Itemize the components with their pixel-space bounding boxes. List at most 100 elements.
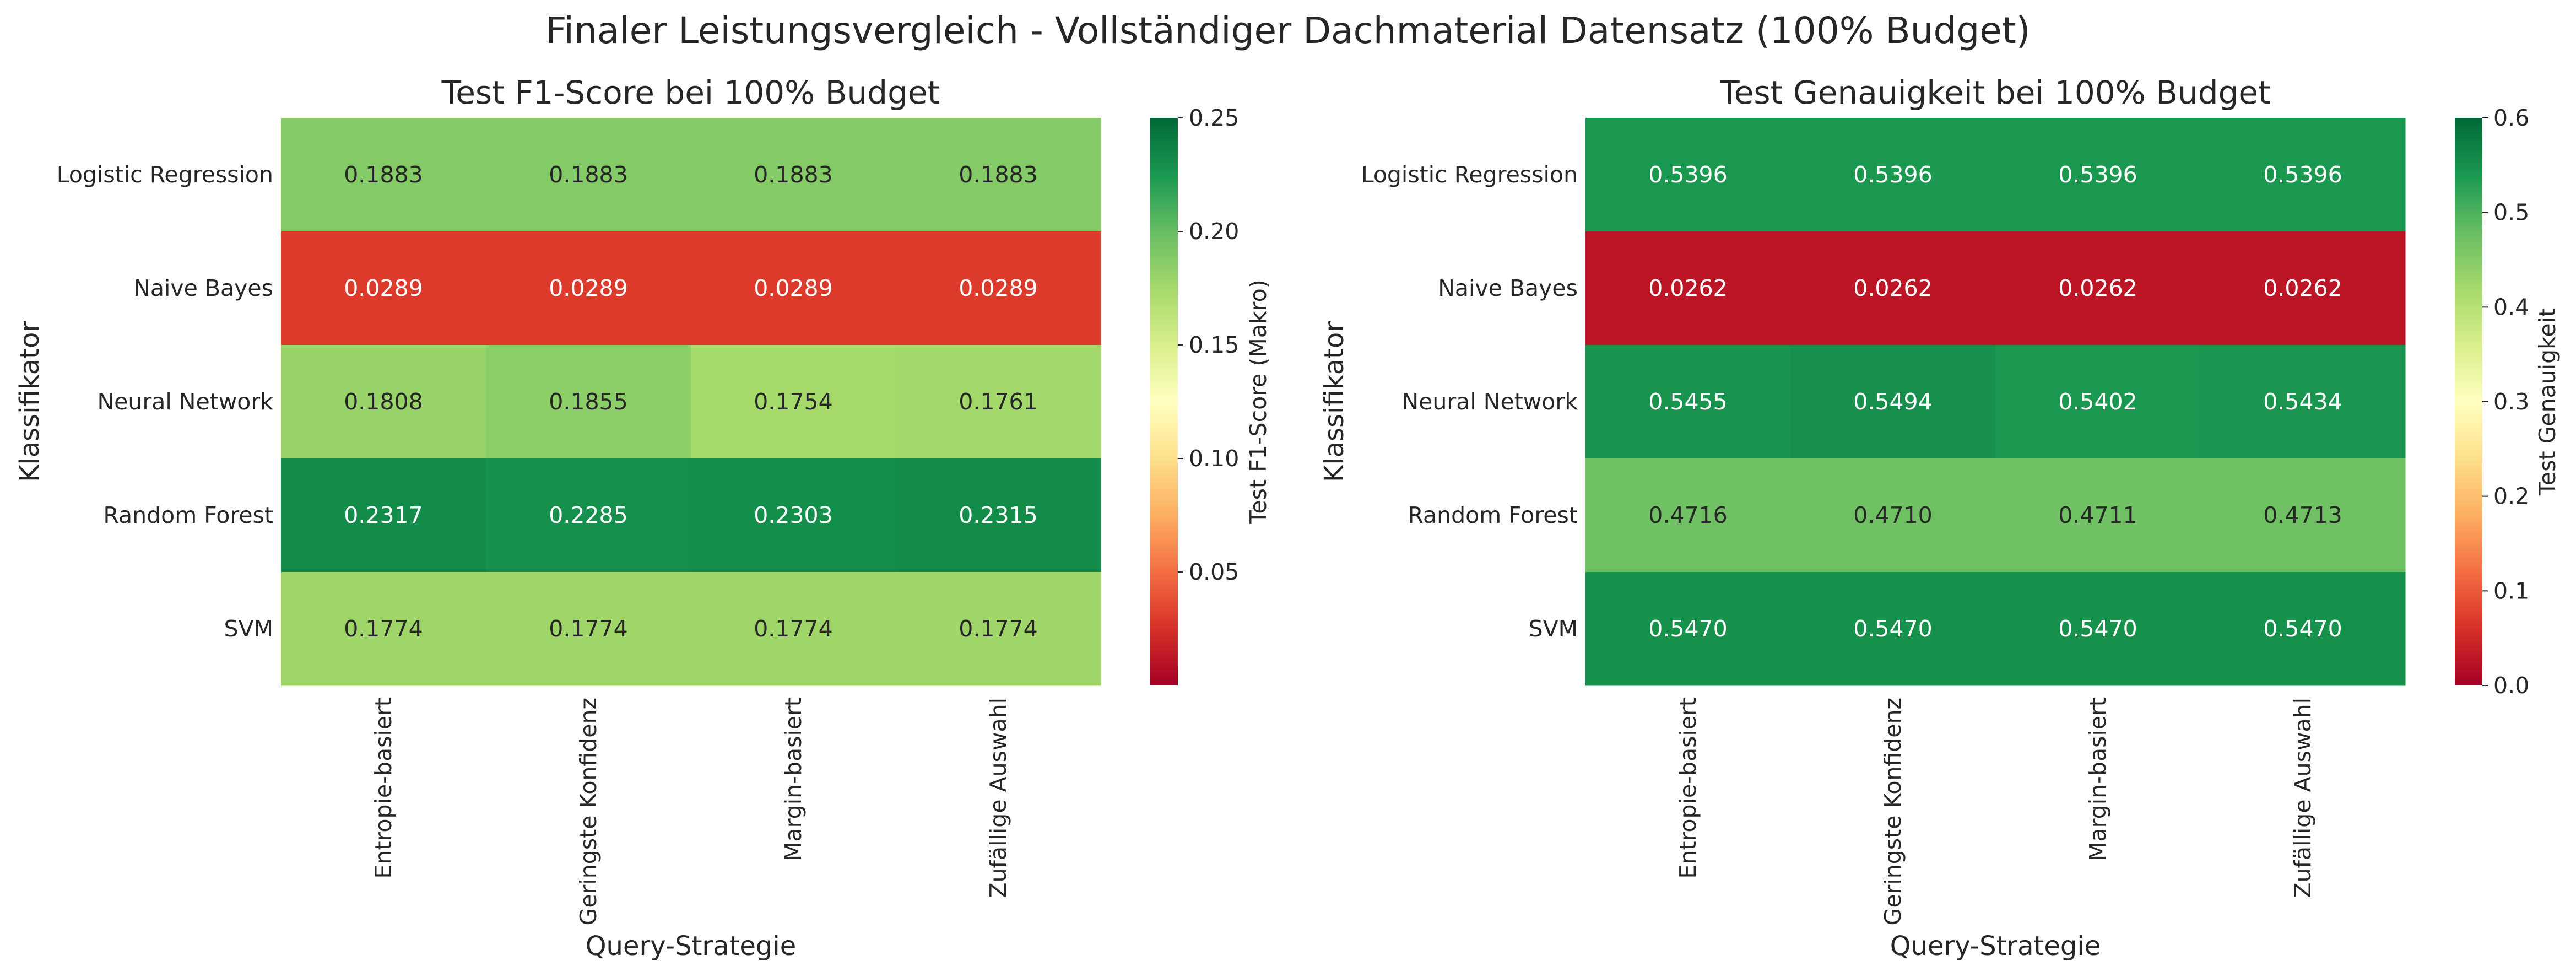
y-tick-label: SVM	[224, 616, 273, 642]
cell-value-label: 0.1883	[754, 161, 832, 188]
x-axis-label: Query-Strategie	[586, 931, 796, 962]
heatmap-cell	[2200, 231, 2406, 346]
heatmap-cell	[1995, 231, 2201, 346]
heatmap-cell	[1585, 118, 1791, 232]
y-tick-label: Neural Network	[98, 388, 274, 415]
heatmap-cell	[1995, 345, 2201, 459]
cell-value-label: 0.5396	[2263, 161, 2342, 188]
heatmap-cell	[1790, 118, 1996, 232]
colorbar-tick-label: 0.2	[2493, 483, 2529, 510]
cell-value-label: 0.0262	[2263, 275, 2342, 301]
heatmap-cell	[281, 572, 486, 686]
heatmap-panel-2: Test Genauigkeit bei 100% Budget 0.5396 0.…	[1319, 74, 2561, 962]
x-tick-label: Zufällige Auswahl	[985, 698, 1011, 898]
heatmap-cell	[896, 345, 1101, 459]
colorbar-tick-label: 0.4	[2493, 294, 2529, 320]
heatmap-cell	[1585, 231, 1791, 346]
colorbar	[2455, 118, 2482, 685]
cell-value-label: 0.1774	[344, 616, 423, 642]
cell-value-label: 0.0262	[2058, 275, 2137, 301]
colorbar-tick-label: 0.3	[2493, 388, 2529, 415]
cell-value-label: 0.1754	[754, 388, 832, 415]
y-tick-label: Naive Bayes	[133, 275, 273, 301]
heatmap-cell	[691, 458, 896, 573]
heatmap-cell	[1790, 231, 1996, 346]
heatmap-cell	[1790, 345, 1996, 459]
heatmap-cell	[281, 231, 486, 346]
x-tick-label: Margin-basiert	[2085, 698, 2111, 861]
cell-value-label: 0.1761	[959, 388, 1037, 415]
cell-value-label: 0.0289	[344, 275, 423, 301]
heatmap-cell	[896, 231, 1101, 346]
cell-value-label: 0.1883	[959, 161, 1037, 188]
cell-value-label: 0.5396	[1648, 161, 1727, 188]
heatmap-panel-1: Test F1-Score bei 100% Budget 0.1883 0.188…	[14, 74, 1271, 962]
cell-value-label: 0.1774	[754, 616, 832, 642]
cell-value-label: 0.4713	[2263, 502, 2342, 528]
heatmap-cell	[1585, 572, 1791, 686]
x-tick-label: Zufällige Auswahl	[2290, 698, 2316, 898]
heatmap-cell	[1995, 458, 2201, 573]
heatmap-cell	[691, 118, 896, 232]
cell-value-label: 0.1774	[549, 616, 627, 642]
heatmap-cell	[896, 458, 1101, 573]
cell-value-label: 0.5494	[1853, 388, 1932, 415]
heatmap-cell	[896, 118, 1101, 232]
heatmap-cell	[691, 231, 896, 346]
colorbar-label: Test Genauigkeit	[2534, 308, 2561, 496]
heatmap-cell	[1790, 458, 1996, 573]
heatmap-cell	[486, 572, 691, 686]
cell-value-label: 0.5396	[1853, 161, 1932, 188]
cell-value-label: 0.4716	[1648, 502, 1727, 528]
colorbar-tick-label: 0.0	[2493, 672, 2529, 699]
heatmap-cell	[281, 118, 486, 232]
cell-value-label: 0.5402	[2058, 388, 2137, 415]
x-tick-label: Entropie-basiert	[370, 698, 397, 879]
heatmap-cell	[691, 572, 896, 686]
cell-value-label: 0.4710	[1853, 502, 1932, 528]
cell-value-label: 0.2315	[959, 502, 1037, 528]
x-tick-label: Geringste Konfidenz	[1880, 698, 1906, 925]
y-tick-label: Random Forest	[1408, 502, 1578, 528]
x-tick-label: Margin-basiert	[780, 698, 807, 861]
y-tick-label: Random Forest	[103, 502, 273, 528]
colorbar-tick-label: 0.15	[1189, 332, 1239, 358]
cell-value-label: 0.0289	[754, 275, 832, 301]
colorbar-tick-label: 0.25	[1189, 105, 1239, 131]
colorbar	[1150, 118, 1178, 685]
heatmap-cell	[1995, 572, 2201, 686]
cell-value-label: 0.0289	[549, 275, 627, 301]
heatmap-cell	[486, 118, 691, 232]
y-axis-label: Klassifikator	[14, 321, 45, 482]
x-tick-label: Entropie-basiert	[1675, 698, 1701, 879]
heatmap-cell	[2200, 345, 2406, 459]
colorbar-tick-label: 0.6	[2493, 105, 2529, 131]
cell-value-label: 0.0289	[959, 275, 1037, 301]
heatmap-cell	[2200, 458, 2406, 573]
cell-value-label: 0.4711	[2058, 502, 2137, 528]
heatmap-cell	[1790, 572, 1996, 686]
panel-title: Test F1-Score bei 100% Budget	[441, 74, 940, 111]
colorbar-tick-label: 0.5	[2493, 199, 2529, 226]
cell-value-label: 0.1883	[549, 161, 627, 188]
colorbar-label: Test F1-Score (Makro)	[1245, 279, 1271, 524]
y-axis-label: Klassifikator	[1319, 321, 1350, 482]
heatmap-panels: Test F1-Score bei 100% Budget 0.1883 0.188…	[14, 74, 2561, 962]
colorbar-tick-label: 0.20	[1189, 218, 1239, 245]
heatmap-cell	[896, 572, 1101, 686]
heatmap-cell	[486, 345, 691, 459]
y-tick-label: Naive Bayes	[1438, 275, 1578, 301]
panel-title: Test Genauigkeit bei 100% Budget	[1719, 74, 2271, 111]
cell-value-label: 0.1883	[344, 161, 423, 188]
cell-value-label: 0.2317	[344, 502, 423, 528]
cell-value-label: 0.5470	[2263, 616, 2342, 642]
heatmap-cell	[2200, 118, 2406, 232]
cell-value-label: 0.0262	[1853, 275, 1932, 301]
colorbar-tick-label: 0.05	[1189, 559, 1239, 585]
heatmap-cell	[1585, 345, 1791, 459]
heatmap-cell	[281, 458, 486, 573]
cell-value-label: 0.1808	[344, 388, 423, 415]
y-tick-label: Neural Network	[1402, 388, 1578, 415]
